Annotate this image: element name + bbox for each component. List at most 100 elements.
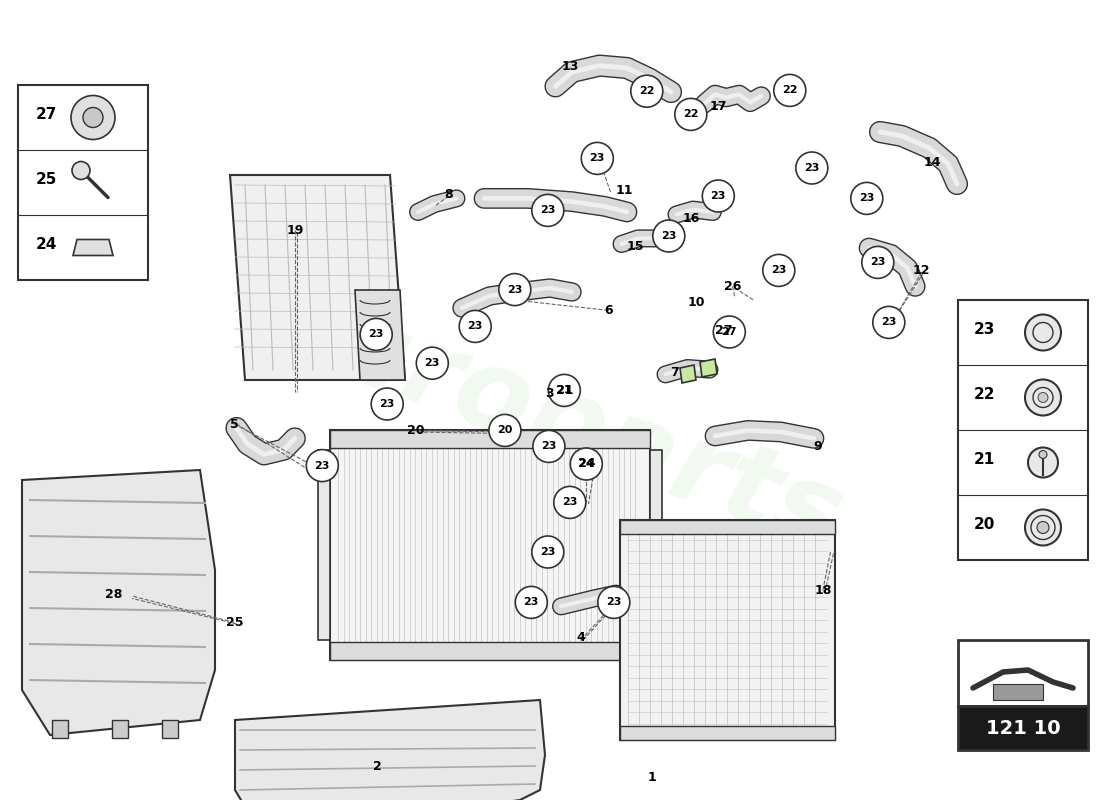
Circle shape: [72, 162, 90, 179]
Circle shape: [488, 414, 521, 446]
Bar: [330, 430, 650, 448]
Text: 27: 27: [36, 106, 57, 122]
Text: 16: 16: [682, 212, 700, 225]
Text: 21: 21: [974, 452, 996, 466]
Polygon shape: [355, 290, 405, 380]
Bar: [52, 720, 68, 738]
Polygon shape: [22, 470, 215, 735]
Text: 21: 21: [556, 384, 573, 397]
Polygon shape: [700, 359, 717, 377]
Text: 11: 11: [616, 184, 634, 197]
Circle shape: [1025, 379, 1062, 415]
Text: 23: 23: [711, 191, 726, 201]
Circle shape: [581, 142, 614, 174]
Circle shape: [531, 536, 564, 568]
Circle shape: [548, 374, 581, 406]
Circle shape: [674, 98, 707, 130]
Text: 2: 2: [373, 760, 382, 773]
Circle shape: [795, 152, 828, 184]
Text: 23: 23: [606, 598, 621, 607]
Circle shape: [1028, 447, 1058, 478]
Circle shape: [1038, 393, 1048, 402]
Text: 25: 25: [36, 172, 57, 186]
Text: 23: 23: [974, 322, 996, 337]
Text: 22: 22: [639, 86, 654, 96]
Text: 28: 28: [104, 588, 122, 601]
Text: 24: 24: [36, 237, 57, 252]
Text: 23: 23: [540, 206, 556, 215]
Circle shape: [570, 448, 603, 480]
Text: 12: 12: [913, 264, 931, 277]
Text: 20: 20: [974, 517, 996, 532]
Text: 23: 23: [368, 330, 384, 339]
Text: 23: 23: [315, 461, 330, 470]
Circle shape: [498, 274, 531, 306]
Text: 25: 25: [226, 616, 243, 629]
Text: 23: 23: [524, 598, 539, 607]
Bar: [620, 520, 835, 534]
Text: 15: 15: [627, 240, 645, 253]
Circle shape: [597, 586, 630, 618]
Polygon shape: [73, 239, 113, 255]
Text: 3: 3: [546, 387, 554, 400]
Bar: [318, 450, 330, 640]
Circle shape: [872, 306, 905, 338]
Circle shape: [762, 254, 795, 286]
Bar: [162, 720, 178, 738]
Text: 8: 8: [444, 188, 453, 201]
Text: 23: 23: [540, 547, 556, 557]
Text: 23: 23: [425, 358, 440, 368]
Polygon shape: [230, 175, 405, 380]
Bar: [958, 640, 1088, 706]
Circle shape: [1025, 510, 1062, 546]
Bar: [330, 430, 650, 660]
Text: 17: 17: [710, 100, 727, 113]
Polygon shape: [680, 365, 696, 383]
Bar: [620, 520, 835, 740]
Text: 6: 6: [604, 304, 613, 317]
Circle shape: [532, 430, 565, 462]
Circle shape: [702, 180, 735, 212]
Text: 27: 27: [715, 324, 733, 337]
Text: 22: 22: [974, 386, 996, 402]
Text: 14: 14: [924, 156, 942, 169]
Text: 23: 23: [590, 154, 605, 163]
Text: 23: 23: [468, 322, 483, 331]
Text: 18: 18: [814, 584, 832, 597]
Text: 10: 10: [688, 296, 705, 309]
Circle shape: [416, 347, 449, 379]
Circle shape: [630, 75, 663, 107]
Text: 26: 26: [724, 280, 741, 293]
Circle shape: [1025, 314, 1062, 350]
Text: 23: 23: [507, 285, 522, 294]
Circle shape: [82, 107, 103, 127]
Polygon shape: [235, 700, 544, 800]
Text: 1: 1: [648, 771, 657, 784]
Text: 27: 27: [722, 327, 737, 337]
Circle shape: [553, 486, 586, 518]
Circle shape: [1037, 522, 1049, 534]
Circle shape: [1040, 450, 1047, 458]
Text: 5: 5: [230, 418, 239, 430]
Bar: [112, 720, 128, 738]
Circle shape: [72, 95, 116, 139]
Bar: [330, 642, 650, 660]
Text: 121 10: 121 10: [986, 718, 1060, 738]
Text: 23: 23: [859, 194, 874, 203]
Circle shape: [652, 220, 685, 252]
Circle shape: [531, 194, 564, 226]
Bar: [993, 684, 1043, 700]
Bar: [958, 300, 1088, 560]
Text: 23: 23: [661, 231, 676, 241]
Text: 13: 13: [561, 60, 579, 73]
Text: 23: 23: [771, 266, 786, 275]
Text: 20: 20: [407, 424, 425, 437]
Text: 23: 23: [562, 498, 578, 507]
Circle shape: [360, 318, 393, 350]
Bar: [620, 726, 835, 740]
Circle shape: [773, 74, 806, 106]
Text: 22: 22: [782, 86, 797, 95]
Bar: [18, 85, 148, 280]
Text: 19: 19: [286, 224, 304, 237]
Circle shape: [371, 388, 404, 420]
